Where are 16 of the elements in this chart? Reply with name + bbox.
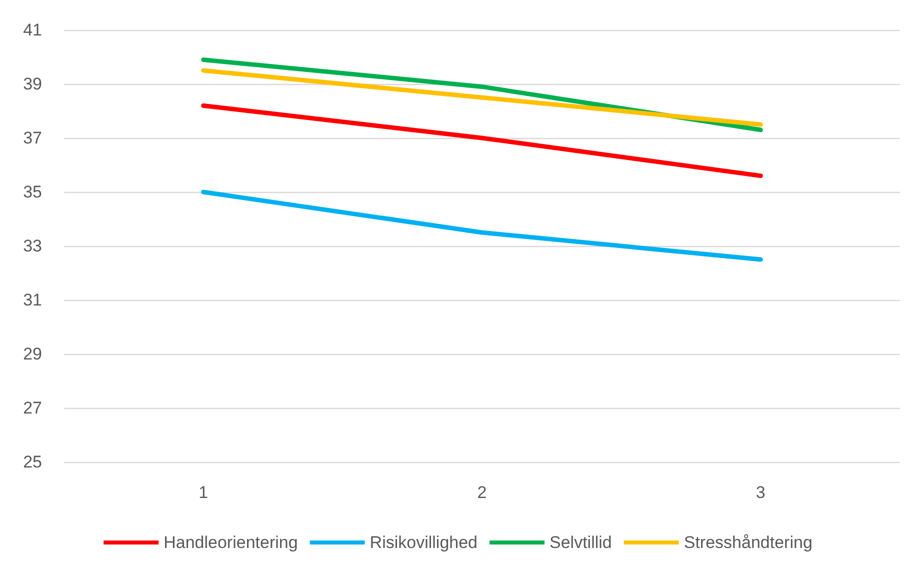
legend-label: Selvtillid — [550, 533, 612, 552]
y-tick-label: 39 — [23, 74, 42, 94]
x-tick-label: 1 — [198, 483, 208, 502]
y-tick-label: 33 — [23, 236, 42, 256]
y-tick-label: 35 — [23, 182, 42, 202]
y-tick-label: 37 — [23, 128, 42, 148]
y-tick-label: 41 — [23, 20, 42, 40]
y-tick-label: 29 — [23, 344, 42, 364]
y-tick-label: 27 — [23, 398, 42, 418]
x-tick-label: 2 — [477, 483, 487, 502]
legend-label: Stresshåndtering — [684, 533, 812, 552]
y-tick-label: 25 — [23, 452, 42, 472]
legend-label: Risikovillighed — [370, 533, 478, 552]
legend-label: Handleorientering — [164, 533, 298, 552]
y-tick-label: 31 — [23, 290, 42, 310]
x-tick-label: 3 — [756, 483, 766, 502]
